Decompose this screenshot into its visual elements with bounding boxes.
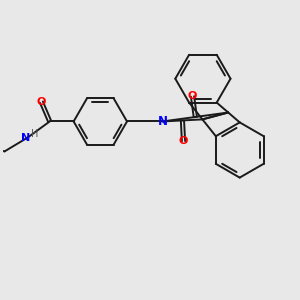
- Text: N: N: [21, 133, 30, 142]
- Text: N: N: [158, 115, 167, 128]
- Text: O: O: [188, 92, 197, 101]
- Text: O: O: [37, 97, 46, 107]
- Text: O: O: [179, 136, 188, 146]
- Text: H: H: [31, 129, 39, 139]
